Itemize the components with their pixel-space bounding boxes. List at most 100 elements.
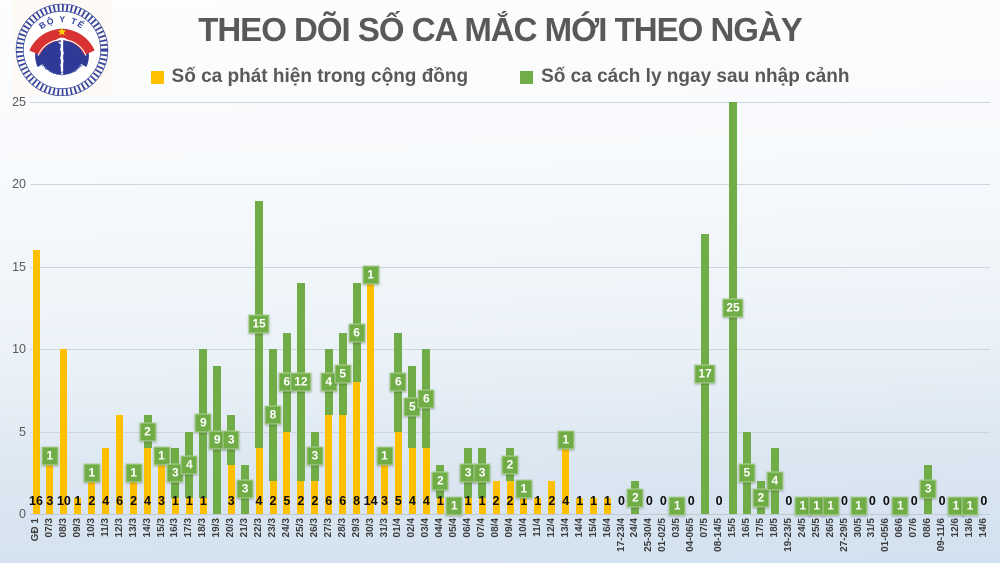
legend-label-community: Số ca phát hiện trong cộng đồng [171, 66, 469, 87]
bar-value-label-quarantine: 5 [334, 364, 352, 384]
x-axis-label: 12/3 [113, 518, 125, 538]
bar-value-label-quarantine: 1 [362, 265, 380, 285]
bar-value-label-quarantine: 1 [445, 496, 463, 516]
bar-value-label-community: 6 [325, 494, 333, 508]
bar-value-label-quarantine: 3 [919, 479, 937, 499]
bar-value-label-community: 1 [185, 494, 193, 508]
bar-value-label-community: 4 [408, 494, 416, 508]
x-axis-label: 15/3 [155, 518, 167, 538]
y-axis-tick-label: 10 [12, 342, 26, 356]
x-axis-label: 08-14/5 [713, 518, 725, 552]
legend-label-quarantine: Số ca cách ly ngay sau nhập cảnh [541, 66, 850, 87]
bar-value-label-community: 10 [56, 494, 71, 508]
bar-value-label-quarantine: 6 [348, 323, 366, 342]
bar-community [74, 497, 82, 514]
bar-community [297, 481, 305, 514]
bar-community [367, 283, 375, 514]
bar-value-label-community: 1 [576, 494, 584, 508]
bar-value-label-community: 0 [980, 494, 988, 508]
bar-value-label-community: 4 [255, 494, 263, 508]
bar-community [534, 497, 542, 514]
bar-community [88, 481, 96, 514]
x-axis-label: 17/3 [183, 518, 195, 538]
gridline [30, 349, 990, 350]
bar-value-label-quarantine: 1 [41, 446, 59, 466]
bar-value-label-quarantine: 25 [722, 298, 744, 318]
bar-community [116, 415, 124, 514]
x-axis-label: 28/3 [336, 518, 348, 538]
bar-value-label-quarantine: 2 [501, 455, 519, 474]
bar-value-label-quarantine: 17 [694, 364, 716, 384]
bar-community [130, 481, 138, 514]
logo-snake [58, 41, 64, 68]
bar-value-label-community: 2 [506, 494, 514, 508]
chart-title: THEO DÕI SỐ CA MẮC MỚI THEO NGÀY [198, 11, 803, 48]
bar-value-label-quarantine: 15 [248, 314, 270, 334]
bar-value-label-quarantine: 1 [515, 479, 533, 499]
x-axis-label: 10/3 [85, 518, 97, 538]
bar-value-label-community: 0 [938, 494, 946, 508]
x-axis-label: 25/3 [294, 518, 306, 538]
bar-value-label-quarantine: 1 [822, 496, 840, 516]
gridline [30, 101, 990, 103]
bar-value-label-community: 5 [283, 494, 291, 508]
x-axis-label: 21/3 [239, 518, 251, 538]
bar-value-label-community: 0 [882, 494, 890, 508]
gridline [30, 431, 990, 433]
x-axis-label: 31/3 [378, 518, 390, 538]
bar-value-label-community: 4 [144, 494, 151, 508]
x-axis-label: 30/3 [364, 518, 376, 538]
x-axis-label: 16/4 [601, 518, 613, 538]
x-axis-label: 19/3 [211, 518, 223, 538]
bar-community [548, 481, 556, 514]
bar-community [102, 448, 110, 514]
bar-value-label-community: 6 [339, 494, 347, 508]
x-axis-label: 07/5 [699, 518, 711, 538]
bar-community [227, 464, 235, 514]
x-axis-label: 03/5 [671, 518, 683, 538]
bar-value-label-community: 1 [604, 494, 611, 508]
x-axis-label: 07/6 [908, 518, 920, 538]
bar-value-label-community: 2 [297, 494, 305, 508]
bar-community [604, 497, 611, 514]
gridline [30, 184, 990, 185]
bar-community [32, 250, 40, 514]
x-axis-label: 04/4 [434, 518, 446, 538]
bar-value-label-quarantine: 1 [125, 463, 143, 483]
bar-community [394, 431, 402, 514]
bar-value-label-quarantine: 2 [626, 488, 644, 507]
x-axis-label: 25/5 [810, 518, 822, 538]
x-axis-label: 01/4 [392, 518, 404, 538]
bar-value-label-community: 8 [353, 494, 361, 508]
bar-value-label-community: 0 [687, 494, 695, 508]
bar-value-label-community: 1 [436, 494, 444, 508]
quarantine-series-swatch-icon [520, 70, 534, 84]
bar-value-label-quarantine: 1 [961, 496, 979, 516]
bar-community [60, 349, 68, 514]
bar-community [576, 497, 584, 514]
bar-value-label-community: 0 [618, 494, 625, 508]
bar-community [339, 415, 347, 514]
bar-community [158, 464, 165, 514]
bar-value-label-community: 0 [645, 494, 653, 508]
bar-value-label-community: 2 [88, 494, 96, 508]
x-axis-label: 17-23/4 [615, 518, 627, 552]
x-axis-label: 08/4 [490, 518, 501, 538]
x-axis-label: 09-11/6 [936, 518, 948, 552]
bar-value-label-community: 3 [381, 494, 388, 508]
bar-value-label-community: 4 [422, 494, 430, 508]
x-axis-label: 24/3 [280, 518, 292, 538]
bar-community [381, 464, 388, 514]
bar-community [144, 448, 151, 514]
bar-value-label-community: 0 [715, 494, 723, 508]
x-axis-label: 18/5 [768, 518, 780, 538]
y-axis-tick-label: 15 [12, 259, 26, 274]
bar-community [255, 448, 263, 514]
x-axis-label: 13/4 [559, 518, 571, 538]
x-axis-label: 07/3 [43, 518, 55, 538]
x-axis-label: 20/3 [225, 518, 237, 538]
x-axis-label: 22/3 [253, 518, 264, 538]
bar-community [353, 382, 361, 514]
